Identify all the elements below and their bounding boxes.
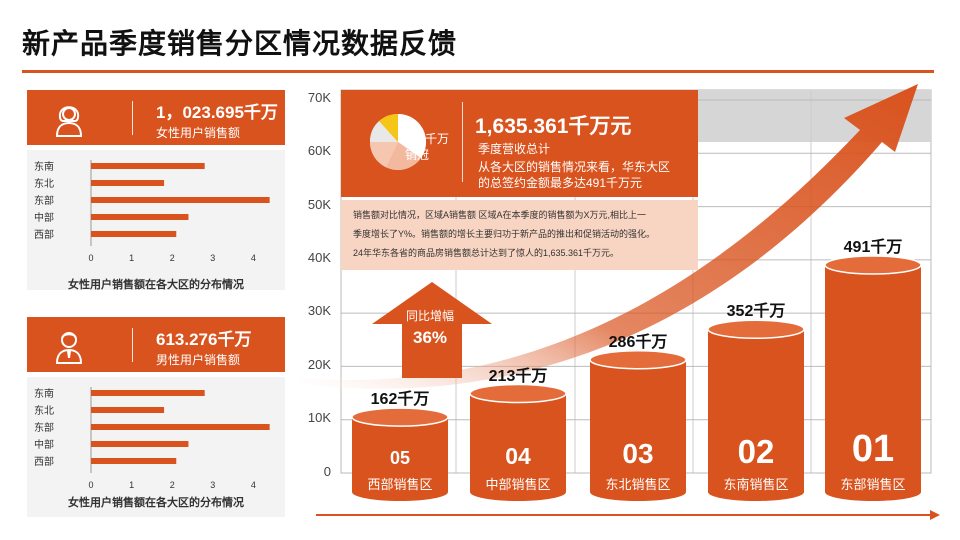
cylinder-rank-label: 04 [505,443,531,469]
cylinder-value-label: 213千万 [488,367,548,385]
summary-divider [462,102,463,182]
male-sales-value: 613.276千万 [156,330,252,349]
male-sales-label: 男性用户销售额 [156,353,241,367]
note-line: 销售额对比情况，区域A销售额 区域A在本季度的销售额为X万元,相比上一 [353,210,647,220]
cylinder-region-label: 东北销售区 [605,477,671,492]
bar-tick-label: 0 [88,480,93,490]
pie-value-label: 491千万 [405,132,450,146]
page-title: 新产品季度销售分区情况数据反馈 [22,28,458,59]
bar-category-label: 东北 [34,177,54,190]
growth-trend-arrow [300,84,918,389]
summary-description-line: 从各大区的销售情况来看，华东大区 [478,160,671,174]
growth-label: 同比增幅 [405,309,454,323]
cylinder-top [351,407,449,427]
y-tick-label: 70K [307,90,331,105]
bar-mark [91,458,177,464]
cylinder-rank-label: 02 [737,433,775,470]
cylinder-value-label: 162千万 [370,391,430,409]
bar-mark [91,180,165,186]
bar-tick-label: 2 [170,253,175,263]
title-divider [22,70,934,73]
cylinder-rank-label: 03 [622,438,654,469]
card-divider [132,328,133,362]
cylinder-body [470,393,566,501]
note-line: 季度增长了Y%。销售额的增长主要归功于新产品的推出和促销活动的强化。 [353,229,656,239]
bar-tick-label: 1 [129,480,134,490]
female-sales-value: 1，023.695千万 [156,103,278,122]
bar-mark [91,407,165,413]
up-arrow-icon [372,282,492,378]
share-pie-chart [369,113,427,170]
bar-category-label: 东部 [34,421,54,434]
note-line: 24年华东各省的商品房销售额总计达到了惊人的1,635.361千万元。 [353,248,620,258]
bar-mark [91,197,270,203]
bar-tick-label: 3 [210,253,215,263]
total-revenue-label: 季度营收总计 [478,142,551,156]
cylinder-value-label: 491千万 [843,239,903,256]
bar-tick-label: 4 [251,253,256,263]
growth-value: 36% [412,328,448,347]
y-tick-label: 30K [307,303,331,318]
bar-mark [91,214,189,220]
bar-tick-label: 1 [129,253,134,263]
cylinder-top [707,319,805,340]
bar-category-label: 东部 [34,194,54,207]
male-chart-caption: 女性用户销售额在各大区的分布情况 [68,497,244,509]
bar-mark [91,163,205,169]
total-revenue-value: 1,635.361千万元 [475,115,632,138]
cylinder-rank-label: 05 [389,448,411,468]
bottom-axis-arrowhead [930,510,940,520]
cylinder-top [824,255,922,275]
summary-description-line: 的总签约金额最多达491千万元 [478,176,643,190]
cylinder-region-label: 中部销售区 [485,477,551,492]
cylinder-top [589,350,687,370]
y-tick-label: 50K [307,197,331,212]
cylinder-rank-label: 01 [851,428,895,470]
bar-tick-label: 4 [251,480,256,490]
bar-category-label: 中部 [34,211,54,224]
y-tick-label: 40K [307,250,331,265]
female-user-icon [55,106,83,137]
cylinder-body [352,417,448,501]
male-user-icon [55,332,83,364]
cylinder-region-label: 东部销售区 [840,477,906,492]
female-sales-label: 女性用户销售额 [156,126,241,140]
cylinder-body [708,329,804,501]
cylinder-value-label: 352千万 [726,303,786,321]
bar-tick-label: 0 [88,253,93,263]
y-tick-label: 0 [323,464,331,479]
bar-mark [91,231,177,237]
card-divider [132,101,133,135]
summary-box: 1,635.361千万元 季度营收总计 从各大区的销售情况来看，华东大区 的总签… [341,90,698,197]
cylinder-region-label: 西部销售区 [367,477,433,492]
bar-mark [91,441,189,447]
notes-box: 销售额对比情况，区域A销售额 区域A在本季度的销售额为X万元,相比上一 季度增长… [341,200,698,270]
male-distribution-chart: 东南东北东部中部西部012345 [34,387,270,490]
female-sales-card-header: 1，023.695千万 女性用户销售额 [27,90,285,145]
female-chart-caption: 女性用户销售额在各大区的分布情况 [68,279,244,291]
bar-mark [91,424,270,430]
cylinder-body [590,359,686,501]
cylinder-value-label: 286千万 [608,333,668,351]
bar-category-label: 中部 [34,438,54,451]
bar-category-label: 西部 [34,455,54,468]
bar-category-label: 西部 [34,228,54,241]
bar-category-label: 东南 [34,160,54,173]
bar-mark [91,390,205,396]
bar-tick-label: 3 [210,480,215,490]
y-tick-label: 60K [307,143,331,158]
y-tick-label: 20K [307,357,331,372]
cylinder-body [825,265,921,501]
bar-tick-label: 2 [170,480,175,490]
male-sales-card-header: 613.276千万 男性用户销售额 [27,317,285,372]
bar-category-label: 东北 [34,404,54,417]
male-sales-chart-panel: 东南东北东部中部西部012345 女性用户销售额在各大区的分布情况 [27,377,285,517]
y-tick-label: 10K [307,410,331,425]
female-sales-chart-panel: 东南东北东部中部西部012345 女性用户销售额在各大区的分布情况 [27,150,285,291]
cylinder-top [469,383,567,404]
cylinder-region-label: 东南销售区 [723,477,789,492]
pie-title-label: 销冠 [405,148,430,162]
bar-category-label: 东南 [34,387,54,400]
female-distribution-chart: 东南东北东部中部西部012345 [34,160,270,263]
